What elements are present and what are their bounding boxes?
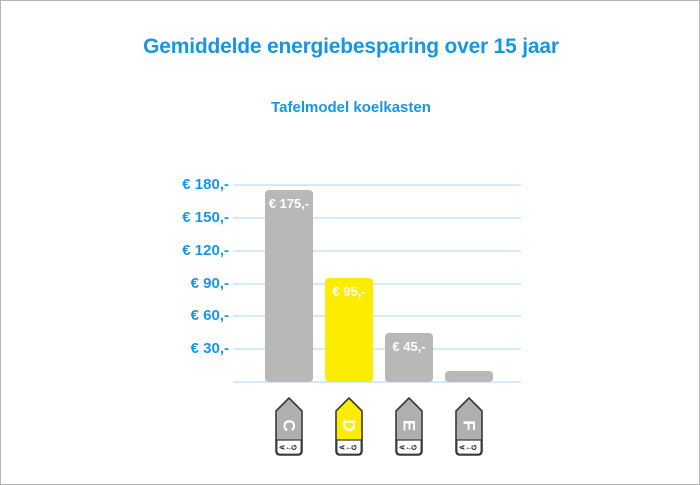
- scale-arrow-icon: ←: [285, 443, 293, 452]
- energy-tag-icon: F A←G: [455, 397, 483, 456]
- energy-class-letter: C: [280, 419, 299, 431]
- y-axis-tick-label: € 60,-: [190, 307, 229, 325]
- energy-class-letter: D: [340, 419, 359, 431]
- y-axis-tick-label: € 180,-: [182, 176, 229, 193]
- energy-class-letter: F: [460, 420, 479, 430]
- bar-D: € 95,-: [325, 278, 373, 382]
- scale-arrow-icon: ←: [405, 443, 413, 452]
- chart-title: Gemiddelde energiebesparing over 15 jaar: [143, 35, 559, 58]
- scale-letter-g: G: [412, 444, 419, 450]
- scale-letter-a: A: [280, 445, 287, 450]
- scale-letter-a: A: [340, 445, 347, 450]
- scale-letter-a: A: [460, 445, 467, 450]
- gridline: [233, 381, 521, 383]
- scale-letter-g: G: [352, 444, 359, 450]
- scale-letter-g: G: [472, 444, 479, 450]
- y-axis-tick-label: € 30,-: [190, 340, 229, 358]
- gridline: [233, 315, 521, 318]
- tag-scale-box: [336, 439, 362, 455]
- energy-tag-C: C A ← G: [274, 397, 304, 456]
- energy-tag-E: E A ← G: [394, 397, 424, 456]
- y-axis-tick-label: € 150,-: [182, 208, 229, 226]
- gridline: [233, 216, 521, 219]
- tag-scale-box: [456, 439, 482, 455]
- scale-arrow-icon: ←: [345, 443, 353, 452]
- chart-subtitle: Tafelmodel koelkasten: [271, 99, 431, 116]
- energy-tag-icon: D A←G: [335, 397, 363, 456]
- scale-letter-a: A: [400, 445, 407, 450]
- y-axis-tick-label: € 90,-: [190, 274, 229, 292]
- gridline: [233, 184, 521, 186]
- gridline: [233, 348, 521, 351]
- bar-value-label: € 95,-: [332, 284, 366, 300]
- scale-letter-g: G: [292, 444, 299, 450]
- gridline: [233, 282, 521, 285]
- tag-scale-box: [396, 439, 422, 455]
- bar-value-label: € 175,-: [268, 196, 310, 212]
- gridline: [233, 249, 521, 252]
- y-axis-tick-label: € 120,-: [182, 241, 229, 259]
- bar-value-label: € 45,-: [392, 338, 426, 354]
- scale-arrow-icon: ←: [465, 443, 473, 452]
- tag-scale-box: [276, 439, 302, 455]
- energy-tag-icon: E A←G: [395, 397, 423, 456]
- energy-class-letter: E: [400, 420, 419, 431]
- bar-C: € 175,-: [265, 190, 313, 382]
- energy-tag-icon: C A←G: [275, 397, 303, 456]
- energy-tag-F: F A ← G: [454, 397, 484, 456]
- energy-tag-D: D A ← G: [334, 397, 364, 456]
- bar-F: [445, 371, 493, 382]
- bar-E: € 45,-: [385, 332, 433, 382]
